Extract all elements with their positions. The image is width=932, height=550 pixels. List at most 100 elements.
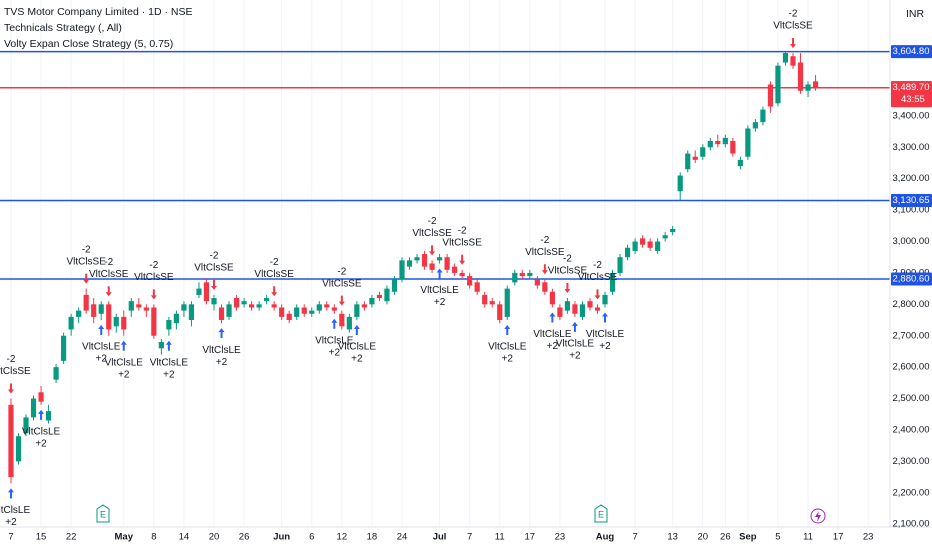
signal-qty: -2: [428, 216, 437, 227]
signal-label: VltClsLE: [22, 426, 61, 437]
candle-body: [632, 241, 638, 251]
signal-label: VltClsSE: [134, 272, 174, 283]
candle-body: [241, 301, 247, 305]
candle-body: [271, 304, 277, 308]
short-arrow: [211, 279, 218, 290]
y-tick-label: 3,400.00: [893, 110, 930, 121]
candle-body: [158, 342, 164, 349]
candle-body: [61, 335, 67, 361]
dividend-marker[interactable]: [810, 508, 826, 524]
candle-body: [805, 84, 811, 91]
signal-label: VltClsSE: [525, 247, 565, 258]
signal-qty: +2: [599, 341, 611, 352]
long-arrow: [165, 340, 172, 351]
signal-qty: -2: [270, 257, 279, 268]
signal-qty: -2: [7, 354, 16, 365]
svg-text:E: E: [598, 509, 604, 519]
candle-body: [106, 304, 112, 330]
signal-qty: +2: [163, 369, 175, 380]
x-tick-label: May: [115, 532, 134, 543]
signal-label: VltClsSE: [442, 237, 482, 248]
y-tick-label: 2,200.00: [893, 487, 930, 498]
signal-label: VltClsLE: [315, 335, 354, 346]
signal-label: VltClsLE: [338, 342, 377, 353]
x-tick-label: 7: [632, 532, 637, 543]
short-arrow: [338, 295, 345, 306]
signal-qty: +2: [547, 341, 559, 352]
price-tag: [891, 272, 932, 286]
candle-body: [384, 288, 390, 302]
signal-qty: -2: [82, 244, 91, 255]
candle-body: [331, 307, 337, 311]
candles: [8, 51, 819, 484]
signal-label: VltClsSE: [0, 366, 31, 377]
candle-body: [564, 301, 571, 311]
y-tick-label: 3,200.00: [893, 173, 930, 184]
x-tick-label: 14: [179, 532, 190, 543]
x-tick-label: 18: [367, 532, 378, 543]
y-tick-label: 2,400.00: [893, 424, 930, 435]
candle-body: [624, 247, 631, 258]
signal-label: VltClsLE: [105, 357, 144, 368]
currency: INR: [906, 8, 925, 20]
signal-qty: -2: [149, 260, 158, 271]
long-arrow: [218, 328, 225, 339]
candle-body: [655, 241, 661, 251]
candle-body: [249, 304, 255, 308]
signal-qty: +2: [118, 369, 130, 380]
candle-body: [444, 257, 450, 270]
candle-body: [226, 304, 232, 317]
candle-body: [376, 294, 383, 299]
x-tick-label: 12: [337, 532, 348, 543]
candle-body: [722, 137, 728, 145]
candle-body: [301, 307, 307, 314]
earnings-marker[interactable]: E: [96, 504, 110, 523]
short-arrow: [459, 254, 466, 265]
candle-body: [406, 260, 413, 267]
candle-body: [309, 310, 315, 314]
candle-body: [782, 53, 789, 63]
short-arrow: [541, 264, 548, 275]
candle-body: [557, 307, 563, 317]
indicator-label: Volty Expan Close Strategy (5, 0.75): [4, 38, 173, 50]
candle-body: [23, 417, 29, 434]
price-tag: [891, 45, 932, 59]
signal-label: VltClsSE: [66, 256, 106, 267]
signal-label: VltClsLE: [586, 329, 625, 340]
short-arrow: [429, 245, 436, 256]
candle-body: [542, 282, 548, 292]
signal-label: VltClsSE: [194, 263, 234, 274]
candle-body: [53, 367, 59, 380]
candle-body: [339, 313, 345, 327]
candle-body: [91, 304, 97, 317]
candle-body: [587, 301, 593, 308]
signal-qty: -2: [458, 225, 467, 236]
candle-body: [617, 257, 623, 273]
x-tick-label: 20: [209, 532, 220, 543]
long-arrow: [7, 488, 14, 499]
x-tick-label: 22: [66, 532, 77, 543]
candle-body: [692, 156, 698, 160]
candle-body: [752, 122, 759, 129]
y-tick-label: 2,800.00: [893, 299, 930, 310]
signal-label: VltClsLE: [82, 342, 121, 353]
candle-body: [760, 109, 766, 123]
long-arrow: [602, 312, 609, 323]
candle-body: [188, 304, 195, 321]
earnings-marker[interactable]: E: [594, 504, 608, 523]
candle-body: [113, 316, 119, 327]
signal-qty: -2: [593, 260, 602, 271]
long-arrow: [571, 321, 578, 332]
candle-body: [361, 304, 367, 308]
indicator-label: Technicals Strategy (, All): [4, 22, 122, 34]
x-tick-label: Aug: [596, 532, 615, 543]
short-arrow: [789, 38, 796, 49]
short-arrow: [564, 283, 571, 294]
candle-body: [715, 141, 721, 145]
price-tag-label: 2,880.60: [893, 274, 930, 285]
short-arrow: [7, 383, 14, 394]
x-tick-label: 23: [555, 532, 566, 543]
candle-body: [15, 436, 22, 462]
signal-qty: +2: [351, 354, 363, 365]
price-tags: 3,604.803,490.153,489.7043:553,130.652,8…: [891, 45, 932, 286]
